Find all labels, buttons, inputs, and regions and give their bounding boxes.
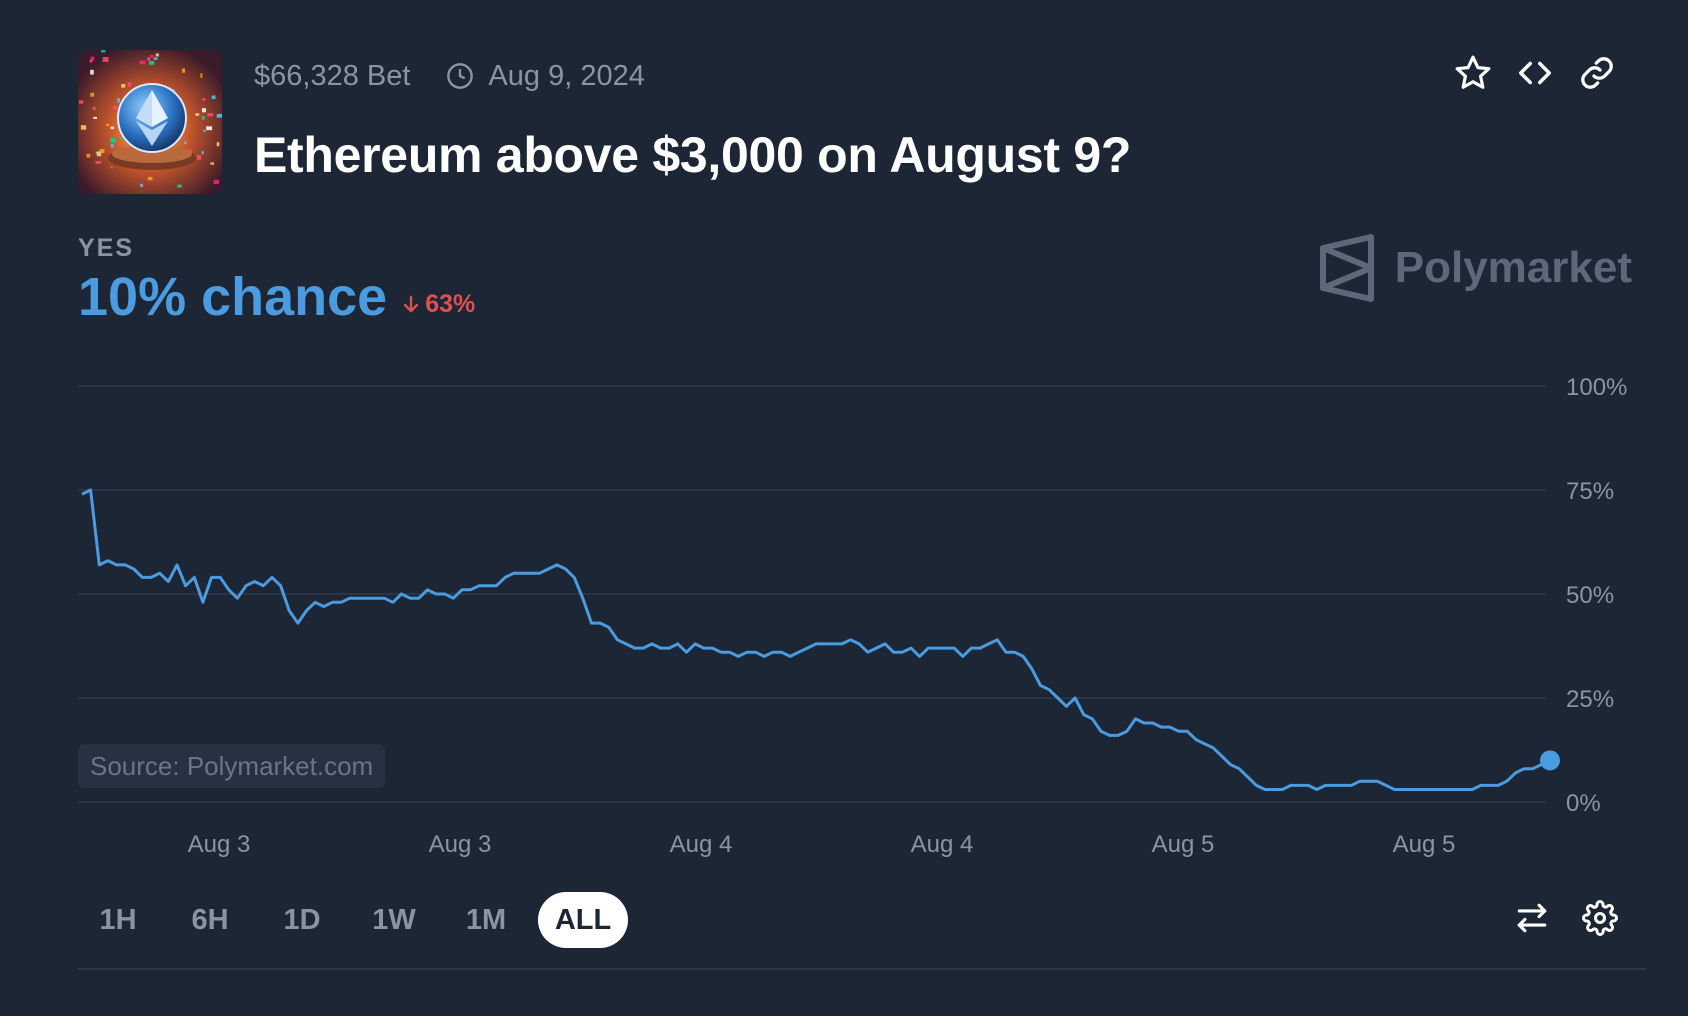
chance-percent: 10% chance (78, 267, 388, 327)
time-range-1m[interactable]: 1M (465, 903, 507, 936)
header-actions (1454, 54, 1616, 92)
embed-code-button[interactable] (1516, 54, 1554, 92)
chance-delta-value: 63% (425, 289, 476, 318)
y-tick-label: 100% (1566, 374, 1627, 401)
x-tick-label: Aug 4 (911, 831, 974, 858)
y-tick-label: 75% (1566, 478, 1614, 505)
x-tick-label: Aug 3 (429, 831, 492, 858)
chart-settings-button[interactable] (1580, 898, 1620, 938)
clock-icon (446, 62, 474, 90)
x-tick-label: Aug 5 (1152, 831, 1215, 858)
market-title: Ethereum above $3,000 on August 9? (254, 127, 1132, 183)
chart-svg: 100% 75% 50% 25% 0% Aug 3 Aug 3 Aug 4 Aug 4 Aug 5… (78, 374, 1627, 858)
time-range-1h[interactable]: 1H (99, 903, 137, 936)
chart-tools (1512, 898, 1620, 938)
source-label: Source: Polymarket.com (78, 744, 386, 788)
x-tick-label: Aug 5 (1393, 831, 1456, 858)
copy-link-button[interactable] (1578, 54, 1616, 92)
y-tick-label: 25% (1566, 686, 1614, 713)
y-tick-label: 0% (1566, 790, 1601, 817)
brand-name: Polymarket (1394, 243, 1632, 292)
yes-probability-line (81, 488, 1551, 791)
swap-arrows-icon (1517, 903, 1547, 933)
volume-text: $66,328 Bet (254, 59, 411, 92)
time-range-6h[interactable]: 6H (191, 903, 229, 936)
code-icon (1519, 61, 1551, 85)
latest-point-marker (1540, 750, 1560, 771)
swap-outcome-button[interactable] (1512, 898, 1552, 938)
time-range-1d[interactable]: 1D (283, 903, 321, 936)
chance-display: 10% chance 63% (78, 266, 475, 328)
probability-chart: 100% 75% 50% 25% 0% Aug 3 Aug 3 Aug 4 Aug 4 Aug 5… (0, 360, 1688, 860)
gear-icon (1582, 900, 1618, 936)
x-tick-label: Aug 4 (670, 831, 733, 858)
link-icon (1581, 57, 1613, 89)
market-thumbnail (78, 50, 222, 194)
time-range-1w[interactable]: 1W (372, 903, 416, 936)
end-date-text: Aug 9, 2024 (488, 59, 645, 92)
market-meta: $66,328 Bet Aug 9, 2024 (254, 58, 645, 94)
outcome-label: YES (78, 234, 135, 262)
y-tick-label: 50% (1566, 582, 1614, 609)
x-tick-label: Aug 3 (188, 831, 251, 858)
star-icon (1455, 55, 1491, 89)
bottom-divider (78, 968, 1646, 970)
polymarket-logo-icon (1319, 234, 1374, 302)
chance-delta: 63% (401, 290, 475, 319)
polymarket-brand: Polymarket (1317, 234, 1632, 302)
time-range-selector: 1H 6H 1D 1W 1M ALL (78, 892, 628, 948)
favorite-star-button[interactable] (1454, 54, 1492, 92)
time-range-all[interactable]: ALL (538, 892, 628, 948)
arrow-down-icon (403, 295, 419, 313)
